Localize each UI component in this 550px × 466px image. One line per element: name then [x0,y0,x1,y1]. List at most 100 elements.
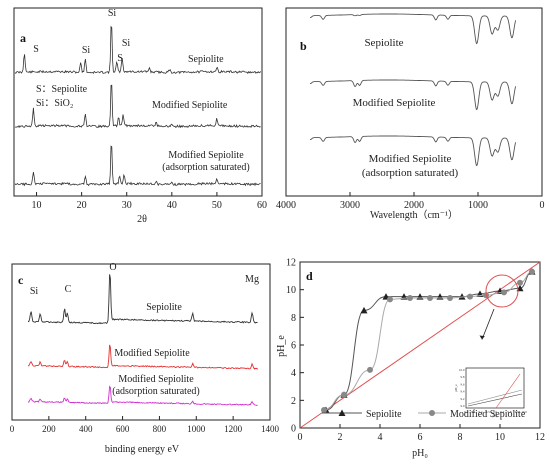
data-point-1 [321,407,327,414]
inset-x-tick-label: 9.9 [515,410,519,414]
x-tick-label: 50 [212,200,222,211]
series-label-1: Modified Sepiolite [353,97,436,109]
x-tick-label: 0 [298,432,303,443]
panel-label: a [20,31,26,45]
peak-annotation: S [33,44,39,55]
x-tick-label: 8 [458,432,463,443]
data-point-1 [529,268,535,275]
data-point-1 [427,294,433,301]
data-point-1 [367,366,373,373]
legend-marker-1 [429,410,435,416]
y-tick-label: 0 [291,424,296,435]
x-tick-label: 400 [79,424,93,434]
x-tick-label: 200 [42,424,56,434]
panel-label: c [18,273,24,287]
series-label-2-line-1: (adsorption saturated) [112,386,199,397]
y-tick-label: 4 [291,368,296,379]
inset-x-tick-label: 9.6 [493,410,497,414]
zoom-arrow-line [481,308,495,340]
peak-annotation: O [109,262,116,273]
x-tick-label: 1200 [224,424,243,434]
y-tick-label: 6 [291,341,296,352]
series-label-2-line-0: Modified Sepiolite [118,374,194,385]
x-axis-label: binding energy eV [105,444,180,455]
inset-y-tick-label: 10.0 [459,368,465,372]
y-tick-label: 10 [286,285,296,296]
inset-reference-line [495,373,521,409]
x-tick-label: 10 [495,432,505,443]
x-tick-label: 2 [338,432,343,443]
panel-b-ftir: b 4000 3000 2000 1000 0 Wavelength（cm⁻¹） Sepiol… [276,7,545,221]
series-label-2-line-0: Modified Sepiolite [168,150,244,161]
peak-annotation: S [117,53,123,64]
inset-x-tick-label: 9.8 [508,410,512,414]
inset-y-tick-label: 9.2 [461,397,465,401]
series-label-0: Sepiolite [146,302,182,313]
data-point-1 [501,289,507,296]
y-axis-label: pH_e [276,335,287,357]
inset-x-tick-label: 9.3 [471,410,475,414]
panel-a-xrd: a 10 20 30 40 50 60 2θ Sepiolite Modified Sepioli… [13,7,267,225]
inset-x-tick-label: 10.0 [521,410,527,414]
y-tick-label: 2 [291,396,296,407]
series-line-0 [28,274,258,325]
legend-label-0: Sepiolite [366,409,402,420]
x-tick-label: 60 [257,200,267,211]
legend-note-1: Si：SiO₂ [36,98,73,109]
y-tick-label: 8 [291,313,296,324]
series-label-1: Modified Sepiolite [114,348,190,359]
legend-note-0: S：Sepiolite [36,84,88,95]
series-line-1 [27,344,258,370]
plot-frame [11,263,271,421]
x-tick-label: 2000 [404,200,424,211]
data-point-1 [341,391,347,398]
x-tick-label: 600 [116,424,130,434]
series-line-2 [27,385,258,406]
inset-frame [465,367,525,409]
x-tick-label: 40 [167,200,177,211]
inset-series-line [467,389,523,405]
legend-marker-0 [338,409,346,416]
inset-x-tick-label: 9.5 [486,410,490,414]
series-line-2 [310,135,517,167]
series-line-2 [14,145,261,187]
series-line-0 [14,25,261,75]
inset-y-tick-label: 9.4 [461,390,465,394]
inset-y-tick-label: 9.8 [461,375,465,379]
inset-x-tick-label: 9.4 [479,410,483,414]
x-tick-label: 0 [10,424,15,434]
x-tick-label: 20 [77,200,87,211]
x-tick-label: 4000 [276,200,296,211]
x-tick-label: 30 [122,200,132,211]
data-point-0 [458,293,466,300]
peak-annotation: Si [30,286,39,297]
inset-y-axis-label: pH_e [454,384,458,392]
data-point-0 [360,306,368,314]
x-tick-label: 1000 [187,424,206,434]
inset-y-tick-label: 9.0 [461,404,465,408]
x-tick-label: 800 [153,424,167,434]
legend-label-1: Modified Sepiolite [450,409,526,420]
data-point-1 [447,294,453,301]
data-point-1 [517,279,523,286]
data-point-1 [407,294,413,301]
x-tick-label: 1400 [261,424,280,434]
x-axis-label: pH₀ [412,448,428,459]
inset-x-tick-label: 9.7 [500,410,504,414]
x-tick-label: 4 [378,432,383,443]
series-label-0: Sepiolite [364,37,403,49]
zoom-arrow-head [479,335,485,340]
panel-label: d [306,269,313,283]
x-axis-label: Wavelength（cm⁻¹） [370,209,458,221]
panel-label: b [300,39,307,53]
x-tick-label: 0 [540,200,545,211]
series-line-1 [310,79,517,111]
series-line-1 [14,84,261,129]
series-label-1: Modified Sepiolite [152,100,228,111]
series-label-2-line-1: (adsorption saturated) [362,167,459,179]
series-label-2-line-1: (adsorption saturated) [162,162,249,173]
peak-annotation: Si [82,45,91,56]
series-label-0: Sepiolite [188,54,224,65]
